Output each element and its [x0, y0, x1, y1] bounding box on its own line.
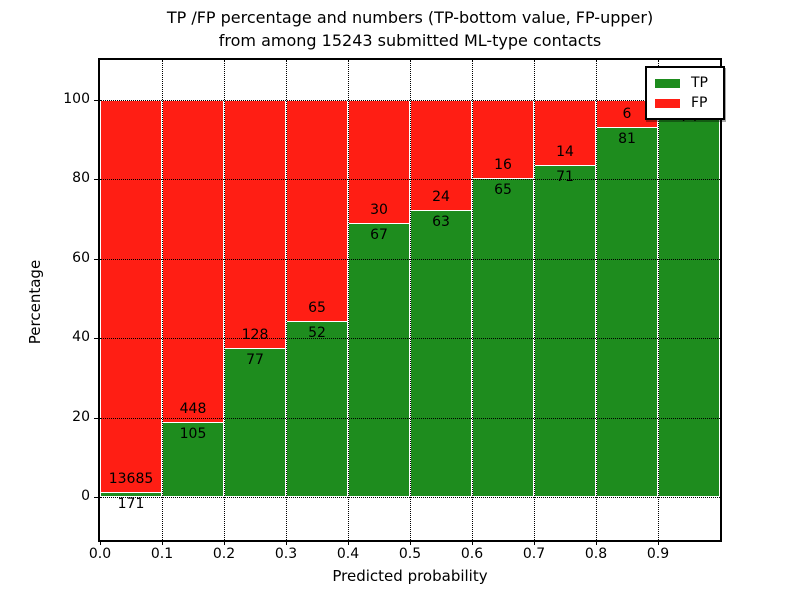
- fp-count-label: 13685: [108, 471, 154, 488]
- y-tick-label: 40: [72, 329, 90, 346]
- v-gridline: [286, 60, 287, 540]
- x-tick: [658, 540, 659, 545]
- legend-label-fp: FP: [691, 95, 708, 111]
- bar-segment-fp: [162, 100, 224, 422]
- x-tick-label: 0.6: [460, 546, 484, 562]
- x-tick-label: 0.0: [88, 546, 112, 562]
- x-tick: [534, 540, 535, 545]
- x-tick-label: 0.8: [584, 546, 608, 562]
- bar-segment-tp: [348, 222, 410, 497]
- bar-segment-fp: [224, 100, 286, 348]
- bar-segment-tp: [596, 127, 658, 497]
- v-gridline: [534, 60, 535, 540]
- x-tick-label: 0.7: [522, 546, 546, 562]
- bar-segment-tp: [534, 165, 596, 497]
- y-tick-label: 60: [72, 249, 90, 266]
- x-tick: [348, 540, 349, 545]
- y-tick-label: 0: [81, 488, 90, 504]
- bar-segment-tp: [286, 320, 348, 497]
- legend: TP FP: [645, 66, 725, 120]
- bar-segment-fp: [100, 100, 162, 493]
- fp-count-label: 24: [432, 188, 450, 205]
- y-tick: [94, 338, 100, 340]
- tp-count-label: 171: [117, 496, 145, 513]
- bar-segment-tp: [100, 492, 162, 497]
- bar-segment-tp: [224, 347, 286, 497]
- x-tick-label: 0.9: [646, 546, 670, 562]
- v-gridline: [224, 60, 225, 540]
- x-tick-label: 0.5: [398, 546, 422, 562]
- tp-count-label: 81: [618, 131, 636, 148]
- x-tick: [224, 540, 225, 545]
- tp-count-label: 71: [556, 169, 574, 186]
- y-tick-label: 100: [63, 91, 90, 107]
- v-gridline: [162, 60, 163, 540]
- y-tick: [94, 179, 100, 181]
- y-tick: [94, 258, 100, 260]
- tp-count-label: 52: [308, 324, 326, 341]
- tp-count-label: 63: [432, 213, 450, 230]
- v-gridline: [658, 60, 659, 540]
- x-tick: [100, 540, 101, 545]
- x-tick: [472, 540, 473, 545]
- bar-segment-fp: [472, 100, 534, 179]
- chart-title-line1: TP /FP percentage and numbers (TP-bottom…: [166, 8, 654, 27]
- fp-count-label: 65: [308, 299, 326, 316]
- y-tick: [94, 497, 100, 498]
- fp-count-label: 16: [494, 157, 512, 174]
- fp-legend-swatch-icon: [655, 98, 680, 108]
- legend-item-tp: TP: [655, 73, 723, 93]
- chart-title-line2: from among 15243 submitted ML-type conta…: [218, 31, 602, 50]
- x-tick: [286, 540, 287, 545]
- fp-count-label: 448: [179, 400, 207, 417]
- y-axis-label: Percentage: [26, 259, 44, 345]
- bar-segment-tp: [162, 421, 224, 497]
- legend-item-fp: FP: [655, 93, 723, 113]
- bar-segment-fp: [286, 100, 348, 321]
- bar-segment-tp: [658, 105, 720, 497]
- v-gridline: [348, 60, 349, 540]
- x-tick-label: 0.1: [150, 546, 174, 562]
- v-gridline: [596, 60, 597, 540]
- tp-count-label: 77: [246, 351, 264, 368]
- v-gridline: [472, 60, 473, 540]
- y-tick-label: 20: [72, 408, 90, 425]
- y-tick-label: 80: [72, 170, 90, 187]
- x-tick: [410, 540, 411, 545]
- tp-count-label: 67: [370, 226, 388, 243]
- y-tick: [94, 417, 100, 419]
- x-tick: [596, 540, 597, 545]
- tp-count-label: 105: [179, 425, 207, 442]
- x-tick: [162, 540, 163, 545]
- fp-count-label: 6: [622, 106, 632, 123]
- fp-count-label: 30: [370, 201, 388, 218]
- bar-segment-tp: [472, 178, 534, 497]
- plot-area: 13685 171 448 105 128 77 65 52 30 67 24 63 16 65 14 71 6…: [100, 60, 720, 540]
- fp-count-label: 128: [241, 326, 269, 343]
- fp-count-label: 14: [556, 144, 574, 161]
- legend-label-tp: TP: [691, 75, 708, 91]
- bar-segment-tp: [410, 209, 472, 497]
- tp-legend-swatch-icon: [655, 78, 680, 88]
- tp-count-label: 65: [494, 182, 512, 199]
- x-tick-label: 0.3: [274, 546, 298, 562]
- y-tick: [94, 100, 100, 101]
- v-gridline: [410, 60, 411, 540]
- x-tick-label: 0.4: [336, 546, 360, 562]
- x-axis-label: Predicted probability: [332, 567, 488, 585]
- x-tick-label: 0.2: [212, 546, 236, 562]
